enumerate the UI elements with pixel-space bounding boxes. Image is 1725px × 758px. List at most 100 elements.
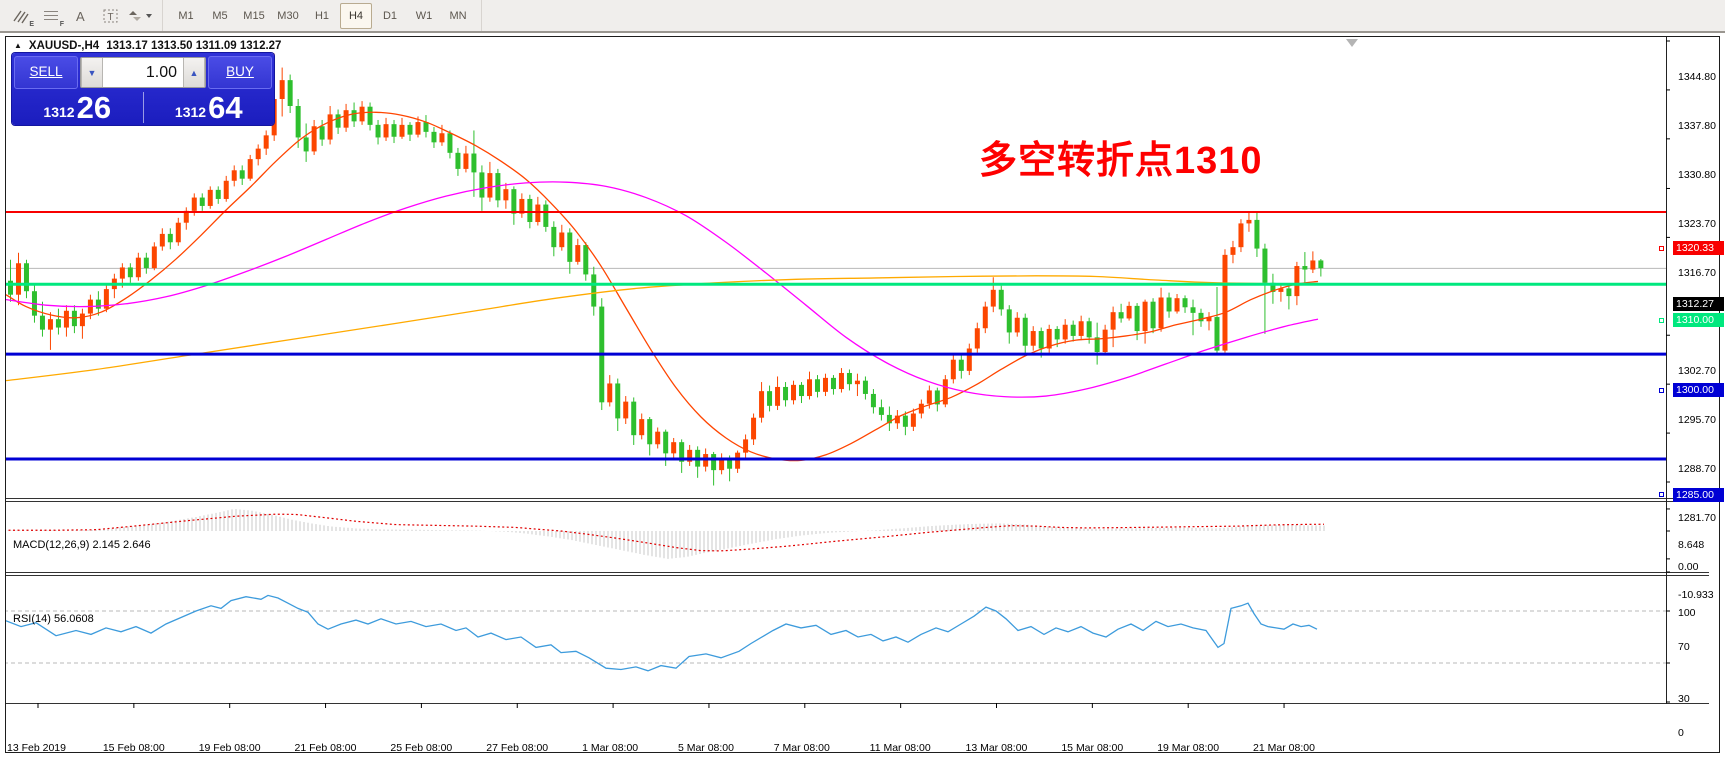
timeframe-button-m30[interactable]: M30 bbox=[277, 9, 299, 22]
candle-body bbox=[1094, 337, 1100, 353]
candle-body bbox=[870, 393, 876, 408]
candle-body bbox=[103, 289, 109, 309]
macd-signal-line bbox=[6, 513, 1325, 552]
candle-body bbox=[1030, 331, 1036, 346]
candle-body bbox=[71, 310, 77, 327]
price-axis-label: 1281.70 bbox=[1678, 512, 1716, 524]
timeframe-button-h4[interactable]: H4 bbox=[340, 2, 372, 29]
candle-body bbox=[775, 386, 781, 406]
candle-body bbox=[1014, 317, 1020, 333]
candle-body bbox=[926, 390, 932, 404]
candle-body bbox=[1022, 317, 1028, 346]
candle-body bbox=[479, 172, 485, 198]
one-click-trading-panel: SELL ▼ ▲ BUY 1312 26 1312 64 bbox=[12, 53, 274, 125]
buy-button[interactable]: BUY bbox=[208, 56, 272, 89]
candle-body bbox=[830, 377, 836, 390]
volume-input[interactable] bbox=[103, 58, 183, 87]
volume-decrease-button[interactable]: ▼ bbox=[81, 58, 103, 87]
candle-body bbox=[503, 189, 509, 201]
candle-body bbox=[647, 419, 653, 445]
time-axis-label: 19 Feb 08:00 bbox=[198, 742, 261, 754]
timeframe-button-mn[interactable]: MN bbox=[449, 9, 467, 22]
candle-body bbox=[183, 210, 189, 223]
candle-body bbox=[375, 124, 381, 138]
candle-body bbox=[1174, 298, 1180, 312]
pivot-line-price-badge: 1310.00 bbox=[1673, 313, 1724, 328]
candle-body bbox=[327, 114, 333, 140]
time-axis-label: 25 Feb 08:00 bbox=[390, 742, 453, 754]
price-axis-label: 1316.70 bbox=[1678, 267, 1716, 280]
text-label-icon[interactable]: A bbox=[66, 3, 96, 29]
candle-body bbox=[359, 106, 365, 122]
chart-text-annotation[interactable]: 多空转折点1310 bbox=[979, 140, 1263, 182]
ma-slow-line bbox=[6, 275, 1319, 382]
candle-body bbox=[902, 415, 908, 427]
macd-axis-label: -10.933 bbox=[1678, 588, 1714, 601]
text-box-icon[interactable]: T bbox=[96, 3, 126, 29]
candle-body bbox=[727, 458, 733, 469]
candle-body bbox=[886, 414, 892, 424]
candle-body bbox=[247, 159, 253, 179]
timeframe-button-m5[interactable]: M5 bbox=[212, 9, 228, 22]
candle-body bbox=[399, 124, 405, 137]
candle-body bbox=[423, 122, 429, 132]
candle-body bbox=[559, 232, 565, 248]
time-axis-label: 7 Mar 08:00 bbox=[773, 742, 830, 754]
collapse-arrow-icon[interactable]: ▲ bbox=[14, 40, 22, 50]
candle-body bbox=[511, 189, 517, 214]
candle-body bbox=[1078, 321, 1084, 336]
time-axis-label: 11 Mar 08:00 bbox=[869, 742, 931, 754]
candle-body bbox=[998, 289, 1004, 310]
candle-body bbox=[703, 454, 709, 467]
candle-body bbox=[1054, 328, 1060, 340]
sell-price[interactable]: 1312 26 bbox=[43, 90, 112, 125]
candle-body bbox=[487, 173, 493, 198]
candle-body bbox=[639, 419, 645, 436]
chart-title: ▲ XAUUSD-,H4 1313.17 1313.50 1311.09 131… bbox=[14, 40, 281, 52]
grid-icon[interactable]: F bbox=[36, 3, 66, 29]
candle-body bbox=[934, 390, 940, 405]
pivot-hline-handle[interactable] bbox=[1659, 317, 1664, 323]
candle-body bbox=[527, 198, 533, 223]
sell-button[interactable]: SELL bbox=[14, 56, 78, 89]
chart-canvas[interactable] bbox=[6, 37, 1719, 752]
objects-arrow-icon[interactable] bbox=[126, 3, 156, 29]
time-axis-label: 15 Feb 08:00 bbox=[102, 742, 165, 754]
candle-body bbox=[1214, 317, 1220, 351]
buy-price[interactable]: 1312 64 bbox=[174, 90, 243, 125]
chart-window[interactable]: ▲ XAUUSD-,H4 1313.17 1313.50 1311.09 131… bbox=[5, 36, 1724, 754]
timeframe-button-d1[interactable]: D1 bbox=[382, 9, 398, 22]
candle-body bbox=[1262, 248, 1268, 283]
indicators-icon[interactable]: E bbox=[6, 3, 36, 29]
candle-body bbox=[311, 126, 317, 152]
candle-body bbox=[822, 377, 828, 392]
rsi-axis-label: 100 bbox=[1678, 607, 1696, 619]
candle-body bbox=[415, 122, 421, 135]
volume-increase-button[interactable]: ▲ bbox=[183, 58, 205, 87]
candle-body bbox=[1006, 309, 1012, 333]
candle-body bbox=[279, 80, 285, 100]
support-hline-1300-handle[interactable] bbox=[1659, 387, 1664, 393]
candle-body bbox=[447, 133, 453, 153]
macd-axis-label: 8.648 bbox=[1678, 538, 1705, 551]
timeframe-button-m1[interactable]: M1 bbox=[178, 9, 194, 22]
price-axis-label: 1295.70 bbox=[1678, 414, 1716, 427]
candle-body bbox=[966, 348, 972, 371]
candle-body bbox=[655, 431, 661, 445]
timeframe-button-w1[interactable]: W1 bbox=[415, 9, 433, 22]
time-axis-label: 21 Mar 08:00 bbox=[1253, 742, 1315, 754]
support-hline-1285-handle[interactable] bbox=[1659, 492, 1664, 498]
chart-shift-marker[interactable] bbox=[1346, 39, 1358, 47]
candle-body bbox=[1294, 266, 1300, 297]
timeframe-button-h1[interactable]: H1 bbox=[314, 9, 330, 22]
timeframe-button-m15[interactable]: M15 bbox=[243, 9, 265, 22]
candle-body bbox=[295, 105, 301, 138]
candle-body bbox=[982, 306, 988, 329]
candle-body bbox=[223, 180, 229, 199]
candle-body bbox=[1070, 324, 1076, 336]
candle-body bbox=[1190, 307, 1196, 313]
candle-body bbox=[319, 126, 325, 140]
resistance-hline-handle[interactable] bbox=[1659, 245, 1664, 251]
